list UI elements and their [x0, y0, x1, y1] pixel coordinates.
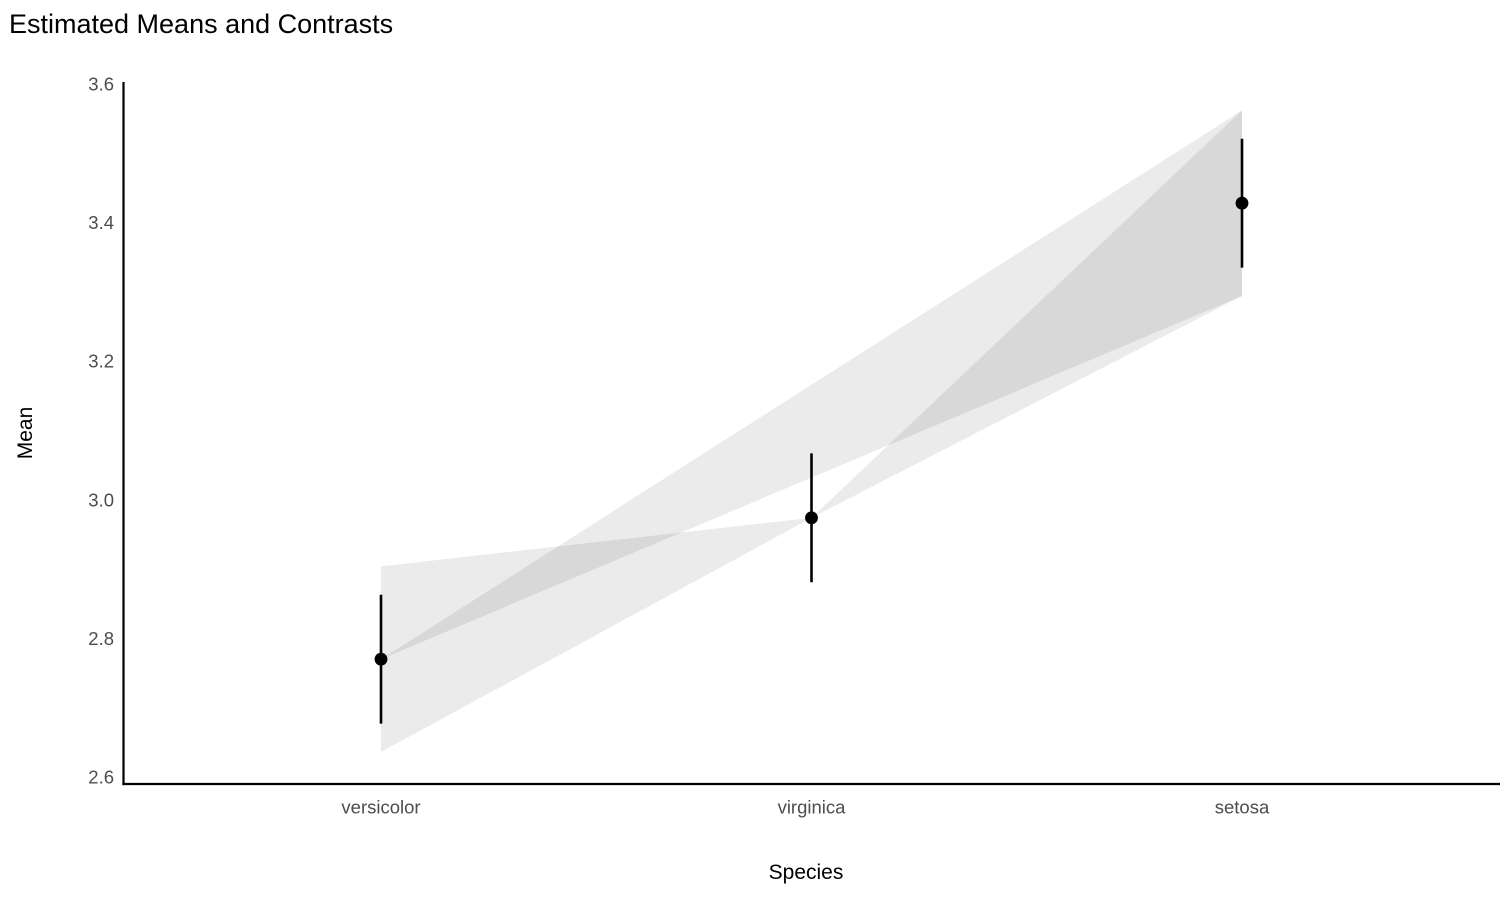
- y-tick-label-3.0: 3.0: [88, 489, 114, 510]
- contrast-polygon-versicolor-setosa: [381, 110, 1242, 660]
- y-tick-label-3.2: 3.2: [88, 351, 114, 372]
- y-tick-label-3.4: 3.4: [88, 212, 114, 233]
- x-tick-label-virginica: virginica: [778, 797, 847, 818]
- mean-point-virginica: [805, 511, 818, 525]
- mean-point-versicolor: [374, 652, 388, 666]
- x-axis-title: Species: [768, 861, 844, 884]
- y-tick-label-2.6: 2.6: [88, 767, 114, 788]
- x-tick-label-versicolor: versicolor: [341, 797, 420, 818]
- chart-title: Estimated Means and Contrasts: [9, 9, 394, 39]
- mean-point-setosa: [1235, 196, 1249, 210]
- x-tick-label-setosa: setosa: [1215, 797, 1270, 818]
- y-tick-label-2.8: 2.8: [88, 628, 114, 649]
- y-tick-label-3.6: 3.6: [88, 74, 114, 95]
- contrast-polygon-virginica-setosa: [811, 110, 1242, 518]
- contrast-polygon-versicolor-virginica: [381, 517, 812, 753]
